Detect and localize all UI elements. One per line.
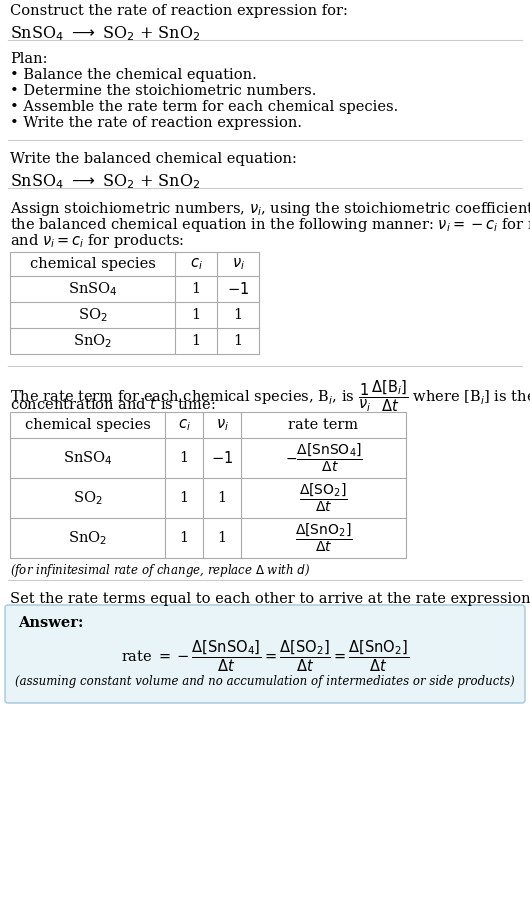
Text: 1: 1 bbox=[180, 451, 189, 465]
Text: (assuming constant volume and no accumulation of intermediates or side products): (assuming constant volume and no accumul… bbox=[15, 675, 515, 688]
Text: 1: 1 bbox=[191, 334, 200, 348]
Text: $-\dfrac{\Delta[\mathrm{SnSO_4}]}{\Delta t}$: $-\dfrac{\Delta[\mathrm{SnSO_4}]}{\Delta… bbox=[285, 442, 363, 474]
Text: 1: 1 bbox=[191, 282, 200, 296]
Text: $c_i$: $c_i$ bbox=[190, 256, 202, 272]
Text: $\nu_i$: $\nu_i$ bbox=[232, 256, 244, 272]
Text: 1: 1 bbox=[191, 308, 200, 322]
Text: $\nu_i$: $\nu_i$ bbox=[216, 417, 228, 433]
Text: $c_i$: $c_i$ bbox=[178, 417, 190, 433]
Text: SnSO$_4$: SnSO$_4$ bbox=[68, 280, 117, 298]
Text: Write the balanced chemical equation:: Write the balanced chemical equation: bbox=[10, 152, 297, 166]
Text: Answer:: Answer: bbox=[18, 616, 84, 630]
Text: SnSO$_4$: SnSO$_4$ bbox=[63, 450, 112, 467]
Text: (for infinitesimal rate of change, replace $\Delta$ with $d$): (for infinitesimal rate of change, repla… bbox=[10, 562, 311, 579]
Text: 1: 1 bbox=[233, 308, 243, 322]
Text: Assign stoichiometric numbers, $\nu_i$, using the stoichiometric coefficients, $: Assign stoichiometric numbers, $\nu_i$, … bbox=[10, 200, 530, 218]
Text: 1: 1 bbox=[217, 531, 226, 545]
Text: The rate term for each chemical species, B$_i$, is $\dfrac{1}{\nu_i}\dfrac{\Delt: The rate term for each chemical species,… bbox=[10, 378, 530, 413]
Text: rate $= -\dfrac{\Delta[\mathrm{SnSO_4}]}{\Delta t} = \dfrac{\Delta[\mathrm{SO_2}: rate $= -\dfrac{\Delta[\mathrm{SnSO_4}]}… bbox=[121, 638, 409, 673]
Text: SO$_2$: SO$_2$ bbox=[73, 490, 102, 507]
FancyBboxPatch shape bbox=[5, 605, 525, 703]
Bar bbox=[10, 412, 406, 558]
Text: 1: 1 bbox=[180, 491, 189, 505]
Text: $-1$: $-1$ bbox=[211, 450, 233, 466]
Text: $\dfrac{\Delta[\mathrm{SnO_2}]}{\Delta t}$: $\dfrac{\Delta[\mathrm{SnO_2}]}{\Delta t… bbox=[295, 521, 352, 554]
Text: the balanced chemical equation in the following manner: $\nu_i = -c_i$ for react: the balanced chemical equation in the fo… bbox=[10, 216, 530, 234]
Text: Set the rate terms equal to each other to arrive at the rate expression:: Set the rate terms equal to each other t… bbox=[10, 592, 530, 606]
Text: Plan:: Plan: bbox=[10, 52, 48, 66]
Text: and $\nu_i = c_i$ for products:: and $\nu_i = c_i$ for products: bbox=[10, 232, 184, 250]
Text: • Determine the stoichiometric numbers.: • Determine the stoichiometric numbers. bbox=[10, 84, 316, 98]
Text: $\dfrac{\Delta[\mathrm{SO_2}]}{\Delta t}$: $\dfrac{\Delta[\mathrm{SO_2}]}{\Delta t}… bbox=[299, 481, 348, 514]
Text: SO$_2$: SO$_2$ bbox=[78, 306, 107, 324]
Text: • Assemble the rate term for each chemical species.: • Assemble the rate term for each chemic… bbox=[10, 100, 398, 114]
Text: chemical species: chemical species bbox=[24, 418, 151, 432]
Text: 1: 1 bbox=[217, 491, 226, 505]
Text: $-1$: $-1$ bbox=[227, 281, 249, 297]
Text: • Balance the chemical equation.: • Balance the chemical equation. bbox=[10, 68, 257, 82]
Bar bbox=[10, 252, 259, 354]
Text: • Write the rate of reaction expression.: • Write the rate of reaction expression. bbox=[10, 116, 302, 130]
Text: concentration and $t$ is time:: concentration and $t$ is time: bbox=[10, 396, 216, 412]
Text: SnO$_2$: SnO$_2$ bbox=[68, 529, 107, 547]
Text: Construct the rate of reaction expression for:: Construct the rate of reaction expressio… bbox=[10, 4, 348, 18]
Text: SnSO$_4$ $\longrightarrow$ SO$_2$ + SnO$_2$: SnSO$_4$ $\longrightarrow$ SO$_2$ + SnO$… bbox=[10, 172, 200, 191]
Text: SnO$_2$: SnO$_2$ bbox=[73, 332, 112, 349]
Text: 1: 1 bbox=[233, 334, 243, 348]
Text: 1: 1 bbox=[180, 531, 189, 545]
Text: chemical species: chemical species bbox=[30, 257, 155, 271]
Text: SnSO$_4$ $\longrightarrow$ SO$_2$ + SnO$_2$: SnSO$_4$ $\longrightarrow$ SO$_2$ + SnO$… bbox=[10, 24, 200, 43]
Text: rate term: rate term bbox=[288, 418, 359, 432]
